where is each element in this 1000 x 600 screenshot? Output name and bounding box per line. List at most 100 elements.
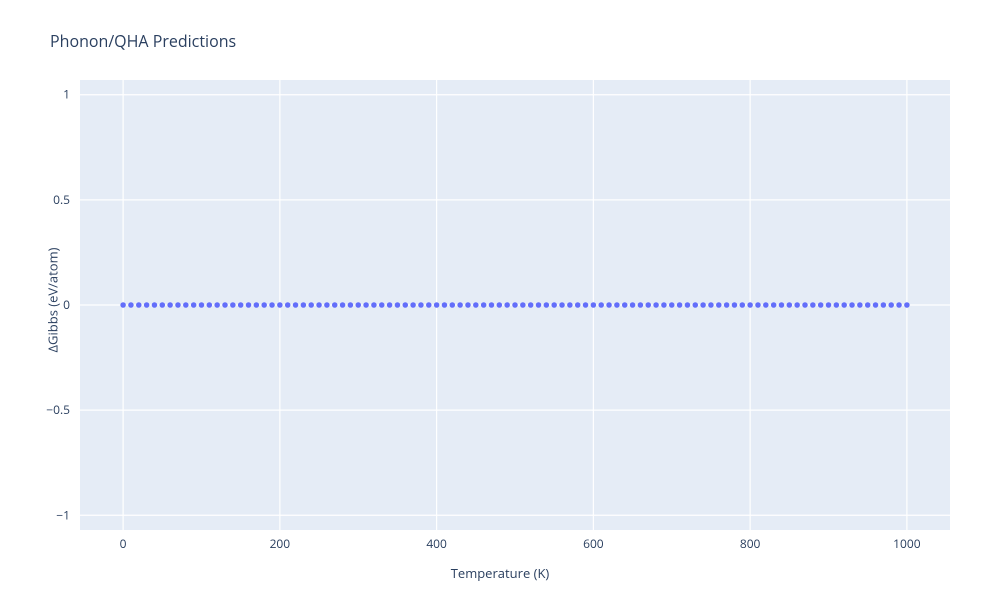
- data-point: [207, 302, 213, 308]
- data-point: [904, 302, 910, 308]
- data-point: [489, 302, 495, 308]
- data-point: [685, 302, 691, 308]
- data-point: [473, 302, 479, 308]
- data-point: [740, 302, 746, 308]
- data-point: [426, 302, 432, 308]
- data-point: [747, 302, 753, 308]
- y-tick-label: 1: [63, 86, 70, 103]
- data-point: [630, 302, 636, 308]
- data-point: [567, 302, 573, 308]
- data-point: [826, 302, 832, 308]
- data-point: [810, 302, 816, 308]
- data-point: [348, 302, 354, 308]
- y-tick-label: 0: [63, 296, 70, 313]
- data-point: [551, 302, 557, 308]
- data-point: [230, 302, 236, 308]
- data-point: [465, 302, 471, 308]
- data-point: [457, 302, 463, 308]
- x-tick-label: 800: [740, 535, 761, 552]
- x-tick-label: 0: [120, 535, 127, 552]
- data-point: [183, 302, 189, 308]
- data-point: [614, 302, 620, 308]
- data-point: [732, 302, 738, 308]
- data-point: [285, 302, 291, 308]
- data-point: [606, 302, 612, 308]
- data-point: [254, 302, 260, 308]
- y-tick-label: 0.5: [53, 191, 70, 208]
- x-tick-label: 600: [583, 535, 604, 552]
- data-point: [246, 302, 252, 308]
- data-point: [881, 302, 887, 308]
- data-point: [120, 302, 126, 308]
- data-point: [638, 302, 644, 308]
- data-point: [504, 302, 510, 308]
- data-point: [559, 302, 565, 308]
- data-point: [308, 302, 314, 308]
- data-point: [450, 302, 456, 308]
- chart-container: Phonon/QHA Predictions ΔGibbs (eV/atom) …: [0, 0, 1000, 600]
- data-point: [841, 302, 847, 308]
- data-point: [238, 302, 244, 308]
- data-point: [175, 302, 181, 308]
- data-point: [497, 302, 503, 308]
- data-point: [167, 302, 173, 308]
- data-point: [434, 302, 440, 308]
- data-point: [340, 302, 346, 308]
- series-ΔGibbs: [120, 302, 909, 308]
- x-tick-label: 200: [270, 535, 291, 552]
- data-point: [536, 302, 542, 308]
- x-tick-label: 1000: [893, 535, 921, 552]
- data-point: [222, 302, 228, 308]
- data-point: [403, 302, 409, 308]
- data-point: [779, 302, 785, 308]
- x-tick-label: 400: [426, 535, 447, 552]
- data-point: [136, 302, 142, 308]
- data-point: [583, 302, 589, 308]
- data-point: [379, 302, 385, 308]
- data-point: [387, 302, 393, 308]
- data-point: [269, 302, 275, 308]
- data-point: [481, 302, 487, 308]
- data-point: [128, 302, 134, 308]
- y-tick-label: −1: [56, 506, 70, 523]
- data-point: [771, 302, 777, 308]
- data-point: [575, 302, 581, 308]
- data-point: [418, 302, 424, 308]
- data-point: [700, 302, 706, 308]
- data-point: [794, 302, 800, 308]
- data-point: [191, 302, 197, 308]
- data-point: [332, 302, 338, 308]
- data-point: [818, 302, 824, 308]
- data-point: [293, 302, 299, 308]
- data-point: [520, 302, 526, 308]
- data-point: [355, 302, 361, 308]
- data-point: [160, 302, 166, 308]
- data-point: [371, 302, 377, 308]
- data-point: [888, 302, 894, 308]
- data-point: [199, 302, 205, 308]
- data-point: [755, 302, 761, 308]
- data-point: [653, 302, 659, 308]
- data-point: [787, 302, 793, 308]
- data-point: [677, 302, 683, 308]
- data-point: [857, 302, 863, 308]
- data-point: [301, 302, 307, 308]
- data-point: [152, 302, 158, 308]
- data-point: [214, 302, 220, 308]
- y-tick-label: −0.5: [46, 401, 70, 418]
- data-point: [669, 302, 675, 308]
- data-point: [724, 302, 730, 308]
- data-point: [763, 302, 769, 308]
- data-point: [144, 302, 150, 308]
- data-point: [873, 302, 879, 308]
- data-point: [528, 302, 534, 308]
- data-point: [316, 302, 322, 308]
- data-point: [591, 302, 597, 308]
- data-point: [622, 302, 628, 308]
- data-point: [645, 302, 651, 308]
- data-point: [896, 302, 902, 308]
- data-point: [277, 302, 283, 308]
- data-point: [849, 302, 855, 308]
- data-point: [442, 302, 448, 308]
- data-point: [865, 302, 871, 308]
